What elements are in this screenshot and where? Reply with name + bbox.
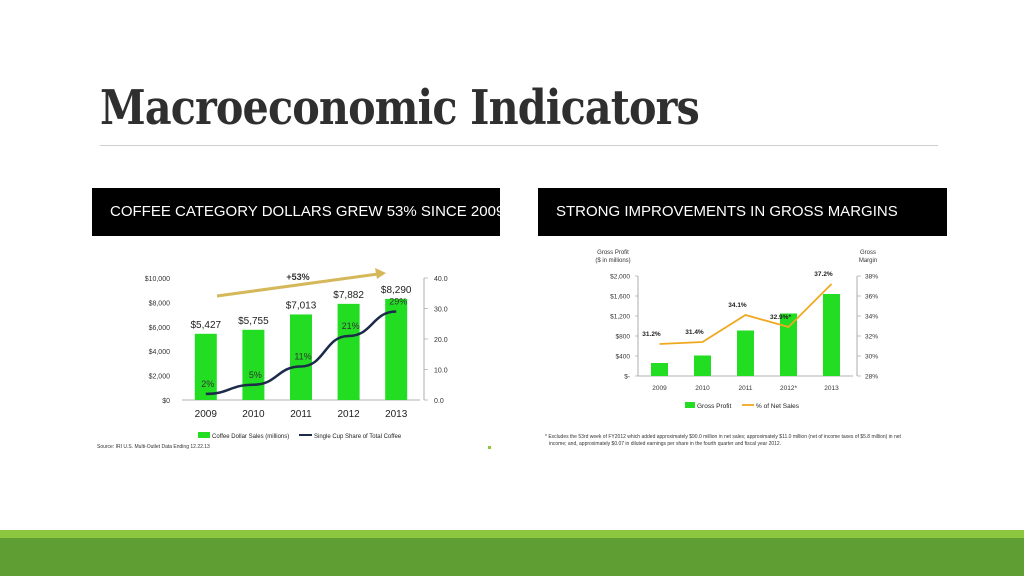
left-y-tick: $0 xyxy=(162,398,170,405)
left-axis-title-2: ($ in millions) xyxy=(595,258,630,264)
legend-bar-label: Coffee Dollar Sales (millions) xyxy=(212,434,289,440)
net-sales-pct-line xyxy=(659,283,833,345)
left-y-tick: $6,000 xyxy=(149,325,171,332)
growth-arrow-head xyxy=(375,268,386,279)
sales-bar-label: $7,882 xyxy=(333,290,364,301)
legend-line-label: Single Cup Share of Total Coffee xyxy=(314,434,402,440)
left-y-tick: $1,600 xyxy=(610,294,630,301)
x-tick-label: 2009 xyxy=(652,385,667,392)
decorative-dot xyxy=(488,446,491,449)
right-y-tick: 34% xyxy=(865,314,878,321)
sales-bar-label: $5,755 xyxy=(238,316,269,327)
bottom-footer-bar xyxy=(0,538,1024,576)
title-divider xyxy=(100,145,938,146)
x-tick-label: 2012* xyxy=(780,385,797,392)
margin-data-label: 37.2% xyxy=(814,271,833,278)
gross-margin-chart: Gross Profit ($ in millions) Gross Margin $-… xyxy=(595,250,878,410)
share-data-label: 11% xyxy=(294,351,311,361)
x-tick-label: 2009 xyxy=(195,409,218,420)
right-axis-title-2: Margin xyxy=(859,258,877,264)
margin-data-label: 31.2% xyxy=(642,331,661,338)
right-y-tick: 36% xyxy=(865,294,878,301)
legend-bar-swatch xyxy=(198,432,210,438)
left-y-tick: $4,000 xyxy=(149,349,171,356)
right-y-tick: 28% xyxy=(865,374,878,381)
growth-annotation: +53% xyxy=(286,272,309,282)
sales-bar xyxy=(194,333,217,400)
legend-bar-swatch xyxy=(685,402,695,408)
left-source-note: Source: IRI U.S. Multi-Outlet Data Endin… xyxy=(97,444,210,450)
slide-title: Macroeconomic Indicators xyxy=(100,80,700,136)
coffee-sales-chart: $0 $2,000 $4,000 $6,000 $8,000 $10,000 0.0 10.0… xyxy=(145,268,448,440)
gross-profit-bar xyxy=(737,330,754,376)
sales-bar-label: $7,013 xyxy=(286,300,317,311)
right-footnote-line2: income; and, approximately $0.07 in dilu… xyxy=(549,441,782,447)
margin-data-label: 32.9%* xyxy=(770,314,791,321)
single-cup-share-line xyxy=(205,310,397,396)
right-y-tick: 32% xyxy=(865,334,878,341)
x-tick-label: 2013 xyxy=(385,409,408,420)
gross-profit-bar xyxy=(780,313,797,376)
right-y-tick: 10.0 xyxy=(434,368,448,375)
gross-profit-bar xyxy=(823,294,840,376)
left-panel-header: COFFEE CATEGORY DOLLARS GREW 53% SINCE 2… xyxy=(92,188,504,236)
left-y-tick: $2,000 xyxy=(610,274,630,281)
x-tick-label: 2011 xyxy=(739,385,753,392)
right-axis-title-1: Gross xyxy=(860,250,876,256)
left-y-tick: $2,000 xyxy=(149,374,171,381)
share-data-label: 21% xyxy=(342,321,360,331)
legend-line-label: % of Net Sales xyxy=(756,403,800,410)
right-footnote: * Excludes the 53rd week of FY2012 which… xyxy=(545,434,945,448)
gross-profit-bar xyxy=(651,363,668,376)
right-y-tick: 40.0 xyxy=(434,276,448,283)
share-data-label: 29% xyxy=(389,297,407,307)
right-y-tick: 30.0 xyxy=(434,307,448,314)
right-footnote-line1: * Excludes the 53rd week of FY2012 which… xyxy=(545,434,901,440)
right-y-tick: 20.0 xyxy=(434,337,448,344)
share-data-label: 5% xyxy=(249,370,262,380)
right-panel-header: STRONG IMPROVEMENTS IN GROSS MARGINS xyxy=(538,188,947,236)
sales-bar xyxy=(385,298,408,400)
sales-bar-label: $5,427 xyxy=(191,320,222,331)
right-y-tick: 30% xyxy=(865,354,878,361)
x-tick-label: 2013 xyxy=(824,385,839,392)
legend-bar-label: Gross Profit xyxy=(697,403,732,410)
margin-data-label: 31.4% xyxy=(685,329,704,336)
sales-bar-label: $8,290 xyxy=(381,285,412,296)
share-data-label: 2% xyxy=(201,379,214,389)
sales-bar xyxy=(337,303,360,400)
x-tick-label: 2010 xyxy=(695,385,710,392)
left-y-tick: $400 xyxy=(616,354,631,361)
right-y-tick: 0.0 xyxy=(434,398,444,405)
bottom-accent-bar xyxy=(0,530,1024,538)
left-y-tick: $10,000 xyxy=(145,276,170,283)
sales-bar xyxy=(242,329,265,400)
gross-profit-bar xyxy=(694,355,711,376)
sales-bar xyxy=(290,314,312,400)
left-y-tick: $800 xyxy=(616,334,631,341)
right-y-tick: 38% xyxy=(865,274,878,281)
left-y-tick: $- xyxy=(624,374,630,381)
x-tick-label: 2010 xyxy=(242,409,265,420)
left-axis-title-1: Gross Profit xyxy=(597,250,629,256)
left-y-tick: $1,200 xyxy=(610,314,630,321)
margin-data-label: 34.1% xyxy=(728,302,747,309)
growth-arrow-shaft xyxy=(216,272,379,298)
x-tick-label: 2012 xyxy=(337,409,360,420)
x-tick-label: 2011 xyxy=(290,409,312,420)
left-y-tick: $8,000 xyxy=(149,300,171,307)
